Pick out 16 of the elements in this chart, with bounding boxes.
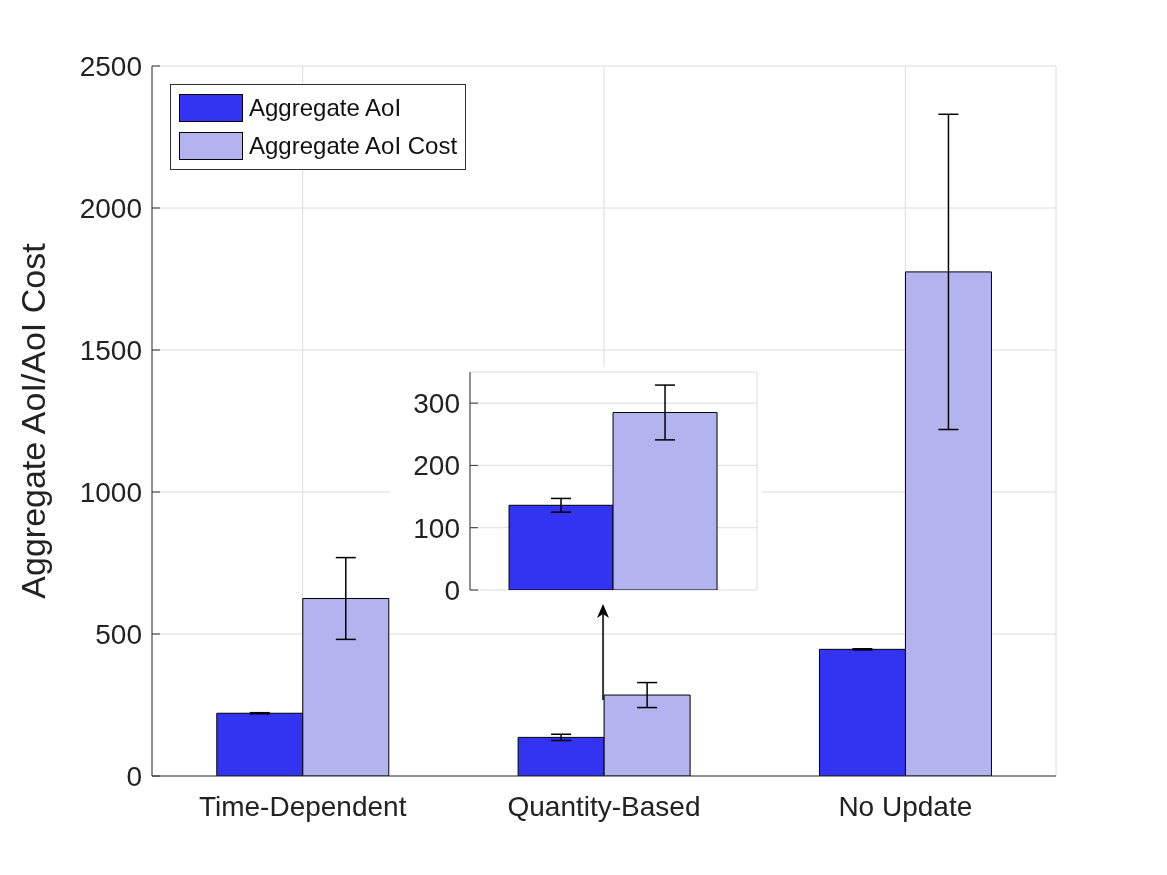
y-tick-label: 500 (95, 618, 142, 650)
y-tick-label: 0 (126, 760, 142, 792)
y-tick-label: 1000 (79, 476, 142, 508)
y-tick-label: 1500 (79, 334, 142, 366)
y-tick-label: 100 (413, 512, 460, 544)
y-axis-title: Aggregate AoI/AoI Cost (14, 242, 53, 599)
y-tick-label: 200 (413, 450, 460, 482)
y-tick-label: 2500 (79, 50, 142, 82)
y-tick-label: 2000 (79, 192, 142, 224)
legend-label: Aggregate AoI Cost (249, 131, 458, 161)
y-tick-label: 300 (413, 388, 460, 420)
x-tick-label: Quantity-Based (507, 790, 701, 822)
legend-label: Aggregate AoI (249, 93, 402, 123)
y-tick-label: 0 (444, 574, 460, 606)
x-tick-label: No Update (838, 790, 973, 822)
x-tick-label: Time-Dependent (198, 790, 407, 822)
